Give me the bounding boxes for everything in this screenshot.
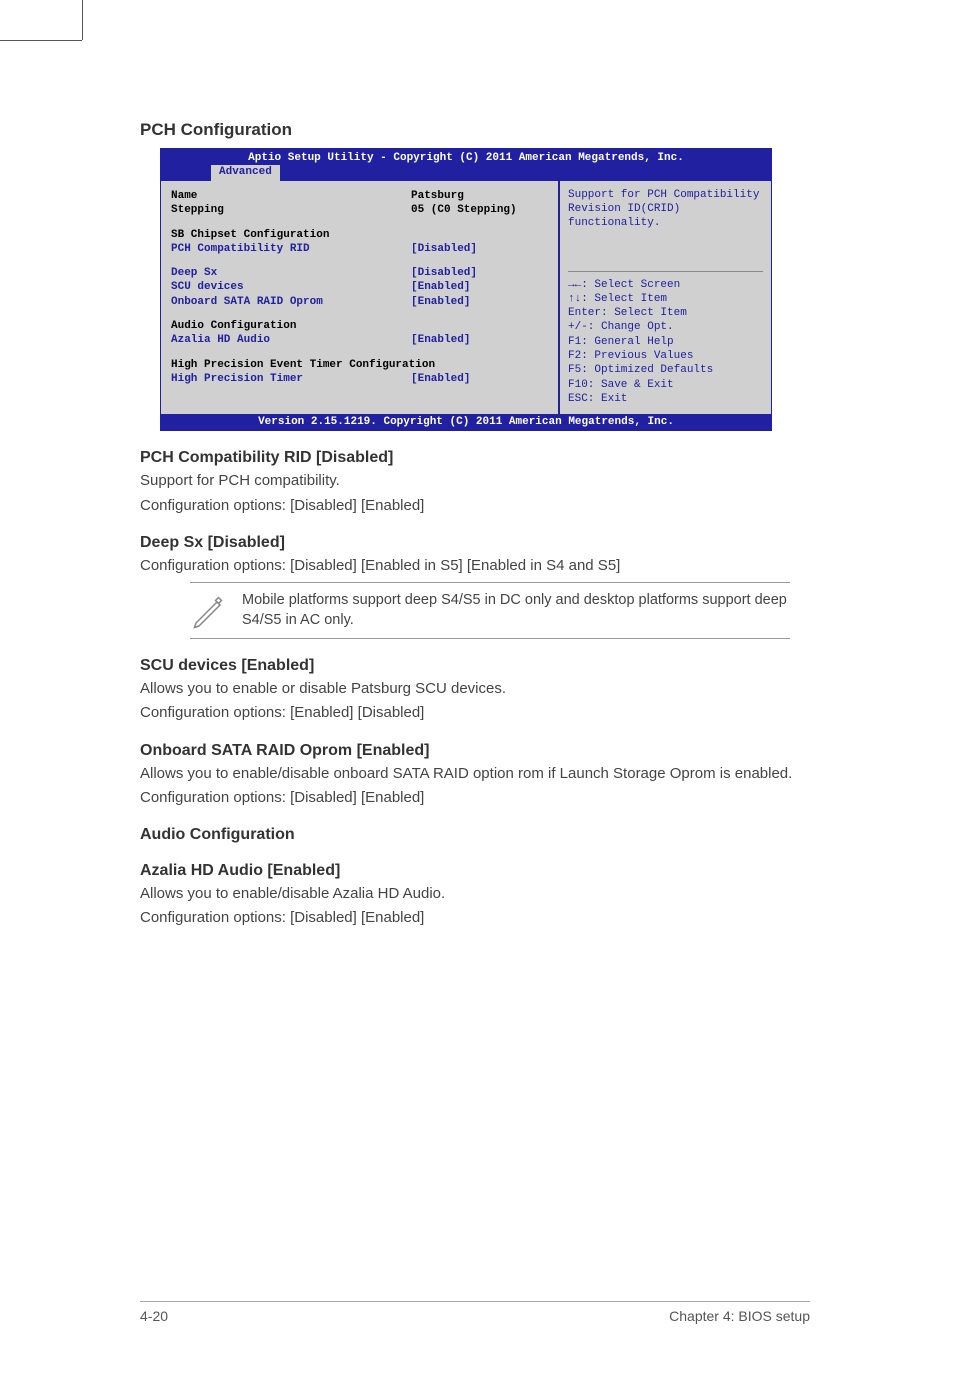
bios-title: Aptio Setup Utility - Copyright (C) 2011… [161, 151, 771, 165]
legend-f10: F10: Save & Exit [568, 378, 763, 392]
bios-footer: Version 2.15.1219. Copyright (C) 2011 Am… [161, 414, 771, 430]
pencil-note-icon [190, 593, 226, 629]
legend-f1: F1: General Help [568, 335, 763, 349]
bios-audio-header: Audio Configuration [171, 319, 296, 333]
bios-hp-label[interactable]: High Precision Timer [171, 372, 411, 386]
deepsx-heading: Deep Sx [Disabled] [140, 534, 810, 552]
pch-rid-opts: Configuration options: [Disabled] [Enabl… [140, 496, 810, 516]
bios-tab-advanced[interactable]: Advanced [211, 165, 280, 181]
legend-f2: F2: Previous Values [568, 349, 763, 363]
legend-f5: F5: Optimized Defaults [568, 363, 763, 377]
page-footer: 4-20 Chapter 4: BIOS setup [140, 1308, 810, 1324]
bios-sb-header: SB Chipset Configuration [171, 228, 329, 242]
scu-heading: SCU devices [Enabled] [140, 657, 810, 675]
bios-tab-row: Advanced [161, 165, 771, 181]
bios-pch-rid-value[interactable]: [Disabled] [411, 242, 548, 256]
bios-scu-value[interactable]: [Enabled] [411, 280, 548, 294]
bios-sata-value[interactable]: [Enabled] [411, 295, 548, 309]
bios-right-panel: Support for PCH Compatibility Revision I… [560, 181, 771, 414]
scu-desc: Allows you to enable or disable Patsburg… [140, 679, 810, 699]
bios-screenshot: Aptio Setup Utility - Copyright (C) 2011… [160, 148, 772, 431]
footer-page-number: 4-20 [140, 1308, 168, 1324]
bios-left-panel: Name Patsburg Stepping 05 (C0 Stepping) … [161, 181, 560, 414]
scu-opts: Configuration options: [Enabled] [Disabl… [140, 703, 810, 723]
bios-sata-label[interactable]: Onboard SATA RAID Oprom [171, 295, 411, 309]
sata-opts: Configuration options: [Disabled] [Enabl… [140, 788, 810, 808]
footer-chapter: Chapter 4: BIOS setup [669, 1308, 810, 1324]
legend-esc: ESC: Exit [568, 392, 763, 406]
bios-name-label: Name [171, 189, 411, 203]
page-content: PCH Configuration Aptio Setup Utility - … [140, 120, 810, 933]
deepsx-opts: Configuration options: [Disabled] [Enabl… [140, 556, 810, 576]
bios-azalia-label[interactable]: Azalia HD Audio [171, 333, 411, 347]
bios-header: Aptio Setup Utility - Copyright (C) 2011… [161, 149, 771, 181]
pch-rid-desc: Support for PCH compatibility. [140, 471, 810, 491]
legend-select-item: ↑↓: Select Item [568, 292, 763, 306]
bios-key-legend: →←: Select Screen ↑↓: Select Item Enter:… [568, 278, 763, 407]
bios-stepping-label: Stepping [171, 203, 411, 217]
bios-hp-header: High Precision Event Timer Configuration [171, 358, 435, 372]
note-box: Mobile platforms support deep S4/S5 in D… [190, 582, 790, 639]
bios-scu-label[interactable]: SCU devices [171, 280, 411, 294]
azalia-desc: Allows you to enable/disable Azalia HD A… [140, 884, 810, 904]
footer-rule [140, 1301, 810, 1302]
bios-help-text: Support for PCH Compatibility Revision I… [568, 189, 763, 272]
note-text: Mobile platforms support deep S4/S5 in D… [242, 591, 790, 630]
audio-config-heading: Audio Configuration [140, 826, 810, 844]
azalia-opts: Configuration options: [Disabled] [Enabl… [140, 908, 810, 928]
bios-deepsx-value[interactable]: [Disabled] [411, 266, 548, 280]
azalia-heading: Azalia HD Audio [Enabled] [140, 862, 810, 880]
bios-stepping-value: 05 (C0 Stepping) [411, 203, 548, 217]
legend-enter: Enter: Select Item [568, 306, 763, 320]
bios-name-value: Patsburg [411, 189, 548, 203]
sata-heading: Onboard SATA RAID Oprom [Enabled] [140, 742, 810, 760]
bios-deepsx-label[interactable]: Deep Sx [171, 266, 411, 280]
section-pch-config-title: PCH Configuration [140, 120, 810, 140]
legend-change: +/-: Change Opt. [568, 320, 763, 334]
sata-desc: Allows you to enable/disable onboard SAT… [140, 764, 810, 784]
bios-hp-value[interactable]: [Enabled] [411, 372, 548, 386]
legend-select-screen: →←: Select Screen [568, 278, 763, 292]
bios-pch-rid-label[interactable]: PCH Compatibility RID [171, 242, 411, 256]
pch-rid-heading: PCH Compatibility RID [Disabled] [140, 449, 810, 467]
bios-azalia-value[interactable]: [Enabled] [411, 333, 548, 347]
